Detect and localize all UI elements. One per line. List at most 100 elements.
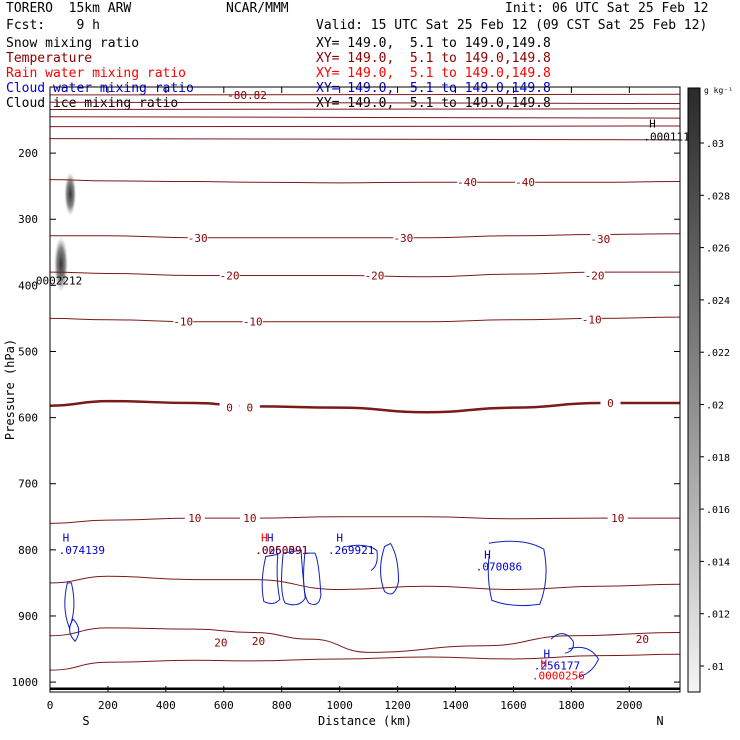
isotherm-label-bg xyxy=(364,269,385,282)
field-name-snow: Snow mixing ratio xyxy=(6,36,140,51)
isotherm-label-bg xyxy=(219,401,240,414)
colorbar-tick-label-6: .018 xyxy=(706,453,730,464)
forecast-hour: Fcst: 9 h xyxy=(6,18,100,33)
annotation-11: H xyxy=(336,531,343,544)
isotherm-label-5-0: -10 xyxy=(173,316,193,329)
upper-isotherm-1 xyxy=(49,101,681,105)
isotherm-label-7-2: -30 xyxy=(590,233,610,246)
isotherm-label-bg xyxy=(457,176,478,189)
isotherm-label-4-1: 0 xyxy=(247,402,254,415)
upper-isotherm-5 xyxy=(49,138,681,141)
field-xy-temperature: XY= 149.0, 5.1 to 149.0,149.8 xyxy=(316,51,551,66)
annotation-1: .0002212 xyxy=(29,275,82,288)
colorbar-tick-label-1: .028 xyxy=(706,191,730,202)
x-tick-label-1: 200 xyxy=(98,699,118,712)
isotherm-label-bg xyxy=(173,315,194,328)
x-tick-label-3: 600 xyxy=(214,699,234,712)
cloud-water-contour-3 xyxy=(281,549,306,606)
x-end-label-right: N xyxy=(656,714,663,728)
x-axis-title: Distance (km) xyxy=(318,714,412,728)
isotherm-label-bg xyxy=(219,269,240,282)
isotherm-label-bg xyxy=(393,231,414,244)
colorbar xyxy=(687,87,701,693)
annotation-4: .074139 xyxy=(59,544,105,557)
isotherm-label-bg xyxy=(242,315,263,328)
annotation-8: .0050591 xyxy=(255,544,308,557)
snow-shading-lower xyxy=(54,236,69,293)
annotation-14: .256177 xyxy=(534,660,580,673)
isotherm-label-7-0: -30 xyxy=(188,232,208,245)
field-xy-snow: XY= 149.0, 5.1 to 149.0,149.8 xyxy=(316,36,551,51)
cloud-water-contour-7 xyxy=(487,540,547,607)
y-tick-label-0: 200 xyxy=(18,147,38,160)
y-tick-label-4: 600 xyxy=(18,412,38,425)
plot-frame xyxy=(49,86,681,693)
isotherm-7 xyxy=(50,233,681,239)
annotation-7: H xyxy=(267,531,274,544)
cloud-water-contour-2 xyxy=(261,553,281,605)
isotherm-5 xyxy=(49,316,681,323)
cloud-water-contour-8 xyxy=(550,633,574,654)
isotherm-label-bg xyxy=(584,269,605,282)
x-tick-label-6: 1200 xyxy=(384,699,411,712)
isotherm-label-3-0: 10 xyxy=(188,512,201,525)
valid-time: Valid: 15 UTC Sat 25 Feb 12 (09 CST Sat … xyxy=(316,18,708,33)
isotherm-label-bg xyxy=(590,233,611,246)
x-tick-label-5: 1000 xyxy=(326,699,353,712)
colorbar-unit-label: g kg⁻¹ xyxy=(704,86,733,95)
cloud-water-contour-5 xyxy=(346,544,378,571)
x-tick-label-2: 400 xyxy=(156,699,176,712)
upper-isotherm-2 xyxy=(49,108,681,110)
field-name-cloud-water: Cloud water mixing ratio xyxy=(6,81,194,96)
y-axis-title: Pressure (hPa) xyxy=(3,339,17,440)
x-tick-label-0: 0 xyxy=(47,699,54,712)
field-name-cloud-ice: Cloud ice mixing ratio xyxy=(6,96,179,111)
field-name-temperature: Temperature xyxy=(6,51,93,66)
annotation-13: H xyxy=(484,548,491,561)
isotherm-label-5-2: -10 xyxy=(582,314,602,327)
colorbar-tick-label-4: .022 xyxy=(706,348,730,359)
isotherm-label-3-1: 10 xyxy=(243,512,256,525)
isotherm-label-bg xyxy=(581,313,602,326)
upper-isotherm-4 xyxy=(49,125,681,128)
isotherm-label-4-2: 0 xyxy=(607,397,614,410)
isotherm-6 xyxy=(49,271,680,278)
colorbar-tick-label-9: .012 xyxy=(706,610,730,621)
isotherm-label-3-2: 10 xyxy=(611,512,624,525)
isotherm-label-bg xyxy=(515,176,536,189)
isotherm-label-bg xyxy=(210,636,231,649)
organization: NCAR/MMM xyxy=(226,1,289,16)
colorbar-tick-label-2: .026 xyxy=(706,244,730,255)
annotation-12: .070086 xyxy=(476,560,522,573)
cloud-water-contour-1 xyxy=(69,618,80,643)
x-end-label-left: S xyxy=(82,714,89,728)
isotherm-label-8-0: -40 xyxy=(457,176,477,189)
y-tick-label-8: 1000 xyxy=(12,676,39,689)
upper-isotherm-3 xyxy=(49,116,681,119)
isotherm-label-6-2: -20 xyxy=(585,269,605,282)
annotation-2: .0001116 xyxy=(643,131,696,144)
isotherm-8 xyxy=(49,179,681,184)
isotherm-label-bg xyxy=(600,397,621,410)
colorbar-tick-label-5: .02 xyxy=(706,401,724,412)
annotation-0: -80.82 xyxy=(227,89,267,102)
isotherm-2 xyxy=(49,575,681,591)
annotation-15: H xyxy=(543,648,550,661)
snow-shading-upper xyxy=(64,172,77,217)
upper-isotherm-0 xyxy=(49,93,681,96)
y-tick-label-3: 500 xyxy=(18,345,38,358)
annotation-5: H xyxy=(63,531,70,544)
isotherm-label-bg xyxy=(248,635,269,648)
annotation-9: H xyxy=(261,531,268,544)
y-tick-label-5: 700 xyxy=(18,478,38,491)
isotherm-3 xyxy=(49,516,680,524)
cloud-water-contour-9 xyxy=(568,646,600,678)
isotherm-label-bg xyxy=(184,512,205,525)
isotherm-label-bg xyxy=(607,512,628,525)
init-time: Init: 06 UTC Sat 25 Feb 12 xyxy=(505,1,709,16)
isotherm-0 xyxy=(49,653,681,671)
isotherm-label-5-1: -10 xyxy=(243,316,263,329)
x-tick-label-8: 1600 xyxy=(500,699,527,712)
field-name-rain: Rain water mixing ratio xyxy=(6,66,187,81)
